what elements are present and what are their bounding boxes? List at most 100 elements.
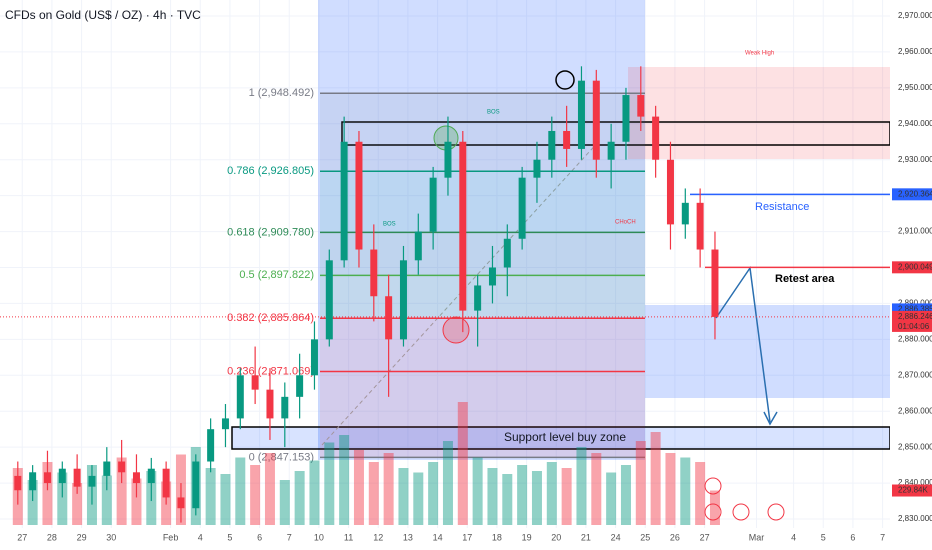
price-tag-label: 2,886.246 xyxy=(898,312,932,321)
annotation: BOS xyxy=(487,110,500,116)
fib-label: 0 (2,847.153) xyxy=(249,451,314,463)
x-tick-label: 4 xyxy=(198,532,203,542)
x-tick-label: 30 xyxy=(106,532,116,542)
candle-body xyxy=(236,375,244,419)
candle-body xyxy=(266,389,274,419)
volume-tag xyxy=(892,484,932,497)
volume-bar xyxy=(279,480,290,525)
volume-bar xyxy=(680,457,691,525)
countdown-tag xyxy=(892,321,932,332)
volume-bar xyxy=(131,478,142,525)
volume-bar xyxy=(413,472,424,525)
volume-bar xyxy=(487,468,498,525)
candle-body xyxy=(207,429,215,462)
candle-body xyxy=(429,177,437,232)
x-tick-label: 7 xyxy=(287,532,292,542)
y-tick-label: 2,910.000 xyxy=(898,227,932,236)
x-tick-label: 4 xyxy=(791,532,796,542)
volume-bar xyxy=(116,457,127,525)
annotation: BOS xyxy=(383,222,396,228)
y-tick-label: 2,870.000 xyxy=(898,370,932,379)
candle-body xyxy=(607,141,615,160)
y-tick-label: 2,850.000 xyxy=(898,442,932,451)
y-tick-label: 2,960.000 xyxy=(898,47,932,56)
fib-band xyxy=(320,93,645,172)
candle-body xyxy=(192,461,200,509)
volume-bar xyxy=(353,450,364,525)
x-tick-label: 5 xyxy=(227,532,232,542)
price-tag xyxy=(892,310,932,323)
volume-bar xyxy=(576,447,587,525)
x-tick-label: 14 xyxy=(433,532,443,542)
candle-body xyxy=(518,177,526,239)
price-tag-label: 2,886.385 xyxy=(898,305,932,314)
volume-bar xyxy=(546,462,557,525)
candle-body xyxy=(43,472,51,484)
candle-body xyxy=(414,231,422,261)
price-tag-label: 2,900.049 xyxy=(898,262,932,271)
x-tick-label: 21 xyxy=(581,532,591,542)
weak-high-zone xyxy=(628,67,890,159)
candle-body xyxy=(103,461,111,476)
y-tick-label: 2,830.000 xyxy=(898,514,932,523)
candle-body xyxy=(29,472,37,491)
volume-bar xyxy=(695,462,706,525)
candle-body xyxy=(14,475,22,491)
fib-label: 0.382 (2,885.864) xyxy=(227,312,314,324)
candle-body xyxy=(503,238,511,268)
arrow-head xyxy=(763,411,778,426)
candle-body xyxy=(666,159,674,225)
volume-bar xyxy=(339,435,350,525)
x-tick-label: 29 xyxy=(77,532,87,542)
volume-bar xyxy=(264,453,275,525)
x-tick-label: Mar xyxy=(749,532,765,542)
candle-body xyxy=(177,497,185,509)
x-tick-label: 27 xyxy=(700,532,710,542)
price-tag xyxy=(892,261,932,274)
x-tick-label: 28 xyxy=(47,532,57,542)
candle-body xyxy=(444,141,452,178)
volume-bar xyxy=(561,468,572,525)
x-tick-label: 6 xyxy=(850,532,855,542)
volume-bar xyxy=(517,465,528,525)
candle-body xyxy=(399,260,407,340)
volume-bar xyxy=(220,474,231,525)
x-tick-label: 18 xyxy=(492,532,502,542)
volume-bar xyxy=(531,471,542,525)
x-tick-label: Feb xyxy=(163,532,179,542)
candle-body xyxy=(162,468,170,498)
volume-bar xyxy=(250,465,261,525)
fib-label: 0.786 (2,926.805) xyxy=(227,165,314,177)
candle-body xyxy=(637,95,645,117)
candle-body xyxy=(355,141,363,250)
volume-bar xyxy=(398,468,409,525)
volume-bar xyxy=(591,453,602,525)
candle-body xyxy=(147,468,155,484)
volume-bar xyxy=(428,462,439,525)
volume-bar xyxy=(383,453,394,525)
fib-label: 0.618 (2,909.780) xyxy=(227,226,314,238)
volume-tag-label: 229.84K xyxy=(898,486,928,495)
candle-body xyxy=(592,80,600,160)
candle-body xyxy=(711,249,719,317)
x-tick-label: 6 xyxy=(257,532,262,542)
candle-body xyxy=(370,249,378,297)
volume-bar xyxy=(665,453,676,525)
candle-body xyxy=(281,396,289,419)
event-icon xyxy=(732,503,750,521)
candle-body xyxy=(488,267,496,286)
volume-bar xyxy=(709,490,720,525)
y-tick-label: 2,950.000 xyxy=(898,83,932,92)
candle-body xyxy=(577,80,585,149)
x-tick-label: 7 xyxy=(880,532,885,542)
candle-body xyxy=(459,141,467,311)
candle-body xyxy=(340,141,348,261)
chart-title: CFDs on Gold (US$ / OZ) · 4h · TVC xyxy=(5,8,201,22)
x-tick-label: 24 xyxy=(611,532,621,542)
volume-bar xyxy=(650,432,661,525)
volume-bar xyxy=(457,402,468,525)
event-icon xyxy=(767,503,785,521)
highlight-circle xyxy=(555,70,575,90)
price-axis xyxy=(890,0,932,550)
